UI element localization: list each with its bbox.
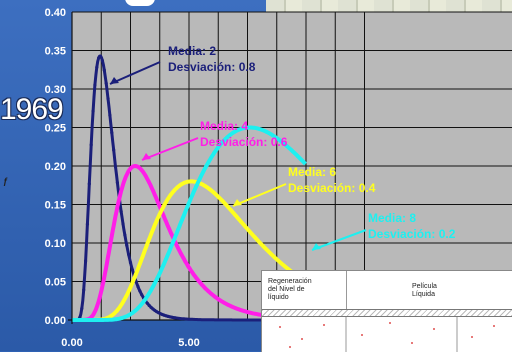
series-1-point — [98, 54, 103, 58]
series-1-point — [128, 261, 133, 265]
series-1-point — [95, 65, 99, 69]
series-1-point — [145, 301, 149, 305]
series-1-point — [87, 182, 91, 186]
y-tick-label: 0.25 — [45, 123, 66, 135]
diagram-hatched-band — [262, 309, 512, 317]
series-1-point — [112, 148, 116, 152]
series-1-point — [100, 59, 105, 63]
annotation-arrow-2 — [141, 137, 199, 161]
annotation-arrow-4 — [311, 229, 367, 251]
series-1-point — [119, 209, 123, 213]
series-1-point — [136, 285, 140, 289]
annotation-mean-3: Media: 6 — [288, 165, 336, 179]
y-tick-label: 0.40 — [45, 7, 66, 19]
annotation-arrow-3 — [232, 183, 287, 207]
annotation-mean-4: Media: 8 — [368, 211, 416, 225]
diagram-label-film: Película Líquida — [412, 283, 437, 298]
y-tick-label: 0.00 — [45, 315, 66, 327]
annotation-arrowhead-3 — [233, 199, 242, 206]
annotation-arrowhead-4 — [312, 243, 321, 250]
annotation-sd-2: Desviación: 0.6 — [200, 135, 288, 149]
diagram-film-dots — [279, 317, 495, 352]
y-tick-label: 0.05 — [45, 277, 66, 289]
series-1-point — [78, 315, 82, 319]
series-1-point — [85, 222, 90, 226]
series-1-point — [102, 68, 106, 72]
diagram-label-regeneration: Regeneración del Nivel de líquido — [268, 278, 312, 301]
annotation-mean-2: Media: 4 — [200, 119, 248, 133]
y-tick-label: 0.10 — [45, 238, 66, 250]
y-tick-label: 0.15 — [45, 200, 66, 212]
year-text: 1969 — [0, 93, 64, 126]
diagram-separator — [346, 271, 347, 311]
y-tick-label: 0.35 — [45, 46, 66, 58]
x-axis-ticks: 0.00 5.00 — [61, 337, 199, 349]
series-1-point — [108, 113, 112, 117]
series-1-point — [121, 222, 125, 226]
series-1-point — [89, 143, 93, 147]
series-1-point — [93, 83, 97, 87]
annotation-sd-1: Desviación: 0.8 — [168, 60, 256, 74]
y-tick-label: 0.20 — [45, 161, 66, 173]
series-1-point — [113, 165, 118, 169]
y-axis-label-fragment: ƒ — [3, 176, 9, 186]
series-1-point — [140, 293, 144, 297]
series-1-point — [125, 243, 129, 247]
annotation-sd-3: Desviación: 0.4 — [288, 181, 376, 195]
series-1-point — [115, 181, 119, 185]
series-1-point — [138, 289, 142, 293]
series-1-point — [104, 81, 108, 85]
x-tick-label: 0.00 — [61, 337, 82, 349]
annotation-arrowhead-1 — [110, 77, 119, 84]
annotation-mean-1: Media: 2 — [168, 44, 216, 58]
title-fragment — [125, 0, 155, 6]
series-1-point — [130, 268, 134, 272]
annotation-sd-4: Desviación: 0.2 — [368, 227, 456, 241]
liquid-film-diagram: Regeneración del Nivel de líquido Pelícu… — [261, 270, 512, 352]
series-1-point — [106, 96, 110, 101]
series-1-point — [123, 233, 127, 237]
annotation-arrowhead-2 — [142, 153, 151, 160]
series-1-point — [110, 131, 114, 135]
annotation-arrow-1 — [109, 61, 161, 85]
y-axis-ticks: 0.00 0.05 0.10 0.15 0.20 0.25 0.30 0.35 0.40 — [45, 7, 66, 327]
series-line-3 — [71, 179, 307, 322]
x-tick-label: 5.00 — [178, 337, 199, 349]
series-1-point — [91, 109, 95, 113]
y-tick-label: 0.30 — [45, 84, 66, 96]
series-1-point — [83, 259, 88, 263]
series-1-point — [80, 306, 84, 310]
series-1-point — [82, 288, 86, 292]
series-1-point — [173, 316, 178, 320]
series-1-point — [127, 252, 131, 257]
series-line-4 — [71, 125, 307, 322]
series-1-point — [134, 280, 138, 284]
annotations-group: Media: 2 Desviación: 0.8 Media: 4 Desviació… — [109, 44, 456, 251]
